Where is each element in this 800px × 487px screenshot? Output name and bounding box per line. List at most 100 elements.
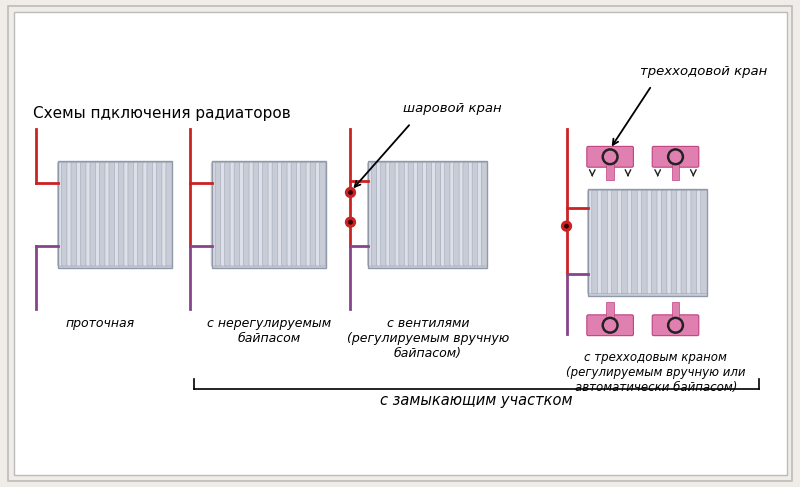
FancyBboxPatch shape	[278, 163, 284, 266]
Circle shape	[667, 149, 683, 165]
FancyBboxPatch shape	[418, 163, 423, 266]
FancyBboxPatch shape	[128, 163, 134, 266]
FancyBboxPatch shape	[86, 163, 92, 266]
FancyBboxPatch shape	[249, 163, 255, 266]
Bar	[212, 161, 326, 268]
Bar	[58, 161, 172, 268]
FancyBboxPatch shape	[677, 190, 683, 294]
FancyBboxPatch shape	[482, 163, 487, 266]
FancyBboxPatch shape	[587, 147, 634, 167]
FancyBboxPatch shape	[90, 163, 96, 266]
Circle shape	[602, 318, 618, 333]
Bar	[58, 161, 172, 268]
Bar	[671, 164, 679, 180]
Bar	[588, 188, 707, 296]
FancyBboxPatch shape	[454, 163, 460, 266]
FancyBboxPatch shape	[399, 163, 405, 266]
Circle shape	[605, 151, 615, 162]
FancyBboxPatch shape	[81, 163, 87, 266]
Text: проточная: проточная	[66, 318, 135, 330]
FancyBboxPatch shape	[315, 163, 322, 266]
FancyBboxPatch shape	[386, 163, 392, 266]
Bar	[606, 302, 614, 318]
FancyBboxPatch shape	[657, 190, 663, 294]
Circle shape	[565, 225, 568, 228]
FancyBboxPatch shape	[627, 190, 634, 294]
FancyBboxPatch shape	[381, 163, 387, 266]
FancyBboxPatch shape	[432, 163, 438, 266]
FancyBboxPatch shape	[58, 163, 64, 266]
FancyBboxPatch shape	[647, 190, 654, 294]
FancyBboxPatch shape	[306, 163, 313, 266]
Bar	[212, 161, 326, 268]
FancyBboxPatch shape	[472, 163, 478, 266]
FancyBboxPatch shape	[99, 163, 106, 266]
FancyBboxPatch shape	[422, 163, 429, 266]
FancyBboxPatch shape	[686, 190, 694, 294]
FancyBboxPatch shape	[268, 163, 274, 266]
FancyBboxPatch shape	[153, 163, 159, 266]
FancyBboxPatch shape	[618, 190, 624, 294]
FancyBboxPatch shape	[588, 190, 594, 294]
FancyBboxPatch shape	[435, 163, 442, 266]
FancyBboxPatch shape	[671, 190, 678, 294]
FancyBboxPatch shape	[414, 163, 419, 266]
Circle shape	[562, 221, 571, 231]
Circle shape	[349, 221, 352, 224]
FancyBboxPatch shape	[109, 163, 115, 266]
FancyBboxPatch shape	[258, 163, 265, 266]
FancyBboxPatch shape	[234, 163, 241, 266]
FancyBboxPatch shape	[602, 190, 608, 294]
FancyBboxPatch shape	[118, 163, 125, 266]
FancyBboxPatch shape	[592, 190, 598, 294]
FancyBboxPatch shape	[157, 163, 163, 266]
FancyBboxPatch shape	[319, 163, 326, 266]
FancyBboxPatch shape	[297, 163, 303, 266]
FancyBboxPatch shape	[587, 315, 634, 336]
FancyBboxPatch shape	[95, 163, 102, 266]
FancyBboxPatch shape	[239, 163, 246, 266]
FancyBboxPatch shape	[77, 163, 83, 266]
FancyBboxPatch shape	[426, 163, 433, 266]
FancyBboxPatch shape	[637, 190, 644, 294]
FancyBboxPatch shape	[272, 163, 278, 266]
Circle shape	[602, 149, 618, 165]
FancyBboxPatch shape	[105, 163, 111, 266]
Bar	[671, 302, 679, 318]
Circle shape	[670, 320, 681, 331]
Text: с нерегулируемым
байпасом: с нерегулируемым байпасом	[206, 318, 331, 345]
Text: с вентилями
(регулируемым вручную
байпасом): с вентилями (регулируемым вручную байпас…	[346, 318, 509, 360]
FancyBboxPatch shape	[652, 315, 699, 336]
FancyBboxPatch shape	[652, 147, 699, 167]
Text: трехходовой кран: трехходовой кран	[640, 64, 767, 77]
FancyBboxPatch shape	[215, 163, 222, 266]
FancyBboxPatch shape	[395, 163, 402, 266]
FancyBboxPatch shape	[138, 163, 144, 266]
Text: Схемы пдключения радиаторов: Схемы пдключения радиаторов	[34, 106, 291, 121]
FancyBboxPatch shape	[143, 163, 150, 266]
Circle shape	[605, 320, 615, 331]
FancyBboxPatch shape	[282, 163, 288, 266]
FancyBboxPatch shape	[681, 190, 688, 294]
Text: с замыкающим участком: с замыкающим участком	[380, 393, 573, 408]
FancyBboxPatch shape	[691, 190, 698, 294]
FancyBboxPatch shape	[162, 163, 168, 266]
FancyBboxPatch shape	[147, 163, 154, 266]
FancyBboxPatch shape	[459, 163, 466, 266]
FancyBboxPatch shape	[631, 190, 638, 294]
FancyBboxPatch shape	[661, 190, 668, 294]
Circle shape	[670, 151, 681, 162]
FancyBboxPatch shape	[62, 163, 68, 266]
Bar	[588, 188, 707, 296]
Bar	[368, 161, 487, 268]
FancyBboxPatch shape	[243, 163, 250, 266]
FancyBboxPatch shape	[445, 163, 451, 266]
Circle shape	[349, 191, 352, 194]
Circle shape	[346, 217, 355, 227]
FancyBboxPatch shape	[377, 163, 383, 266]
FancyBboxPatch shape	[301, 163, 307, 266]
FancyBboxPatch shape	[651, 190, 658, 294]
Bar	[368, 161, 487, 268]
FancyBboxPatch shape	[612, 190, 618, 294]
FancyBboxPatch shape	[71, 163, 78, 266]
